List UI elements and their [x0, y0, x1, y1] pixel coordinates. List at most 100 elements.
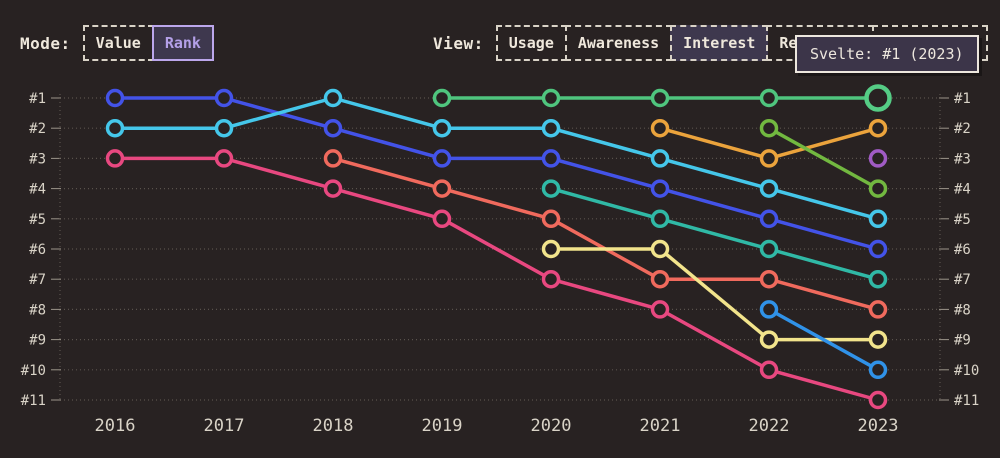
mode-label: Mode: [20, 33, 71, 53]
y-axis-label-left-2: #2 [29, 121, 46, 137]
data-point-Svelte-2020[interactable] [541, 88, 561, 108]
data-point-salmon-2018[interactable] [323, 149, 343, 168]
data-point-salmon-2021[interactable] [650, 269, 670, 289]
data-point-Svelte-2023-highlighted[interactable] [864, 84, 892, 112]
data-point-salmon-2019[interactable] [432, 179, 452, 198]
x-axis-label-2021: 2021 [640, 416, 681, 436]
y-axis-label-left-11: #11 [21, 393, 46, 409]
y-axis-label-right-11: #11 [954, 393, 979, 409]
y-axis-label-left-9: #9 [29, 333, 46, 349]
data-point-cyan-2016[interactable] [105, 118, 125, 138]
data-point-yellow-2020[interactable] [541, 239, 561, 259]
data-point-cyan-2022[interactable] [759, 179, 779, 198]
x-axis-label-2016: 2016 [95, 416, 136, 436]
series-line-cyan [113, 96, 880, 221]
series-line-pink [113, 156, 880, 402]
y-axis-label-left-4: #4 [29, 182, 46, 198]
x-axis-label-2023: 2023 [858, 416, 899, 436]
data-point-Svelte-2021[interactable] [650, 88, 670, 108]
data-point-blue-2023[interactable] [868, 239, 888, 259]
data-point-pink-2018[interactable] [323, 179, 343, 198]
y-axis-label-right-8: #8 [954, 302, 971, 318]
data-point-teal-2021[interactable] [650, 209, 670, 229]
y-axis-label-right-4: #4 [954, 182, 971, 198]
data-point-Svelte-2019[interactable] [432, 88, 452, 108]
y-axis-label-left-3: #3 [29, 151, 46, 167]
x-axis-label-2020: 2020 [531, 416, 572, 436]
tooltip-text: Svelte: #1 (2023) [810, 45, 964, 63]
y-axis-label-left-5: #5 [29, 212, 46, 228]
y-axis-label-right-6: #6 [954, 242, 971, 258]
series-line-salmon [331, 156, 880, 312]
data-point-lime-2023[interactable] [868, 179, 888, 198]
series-line-teal [549, 186, 880, 281]
data-point-teal-2022[interactable] [759, 239, 779, 259]
data-point-blue-2022[interactable] [759, 209, 779, 229]
data-point-blue-2017[interactable] [214, 88, 234, 108]
data-point-cyan-2018[interactable] [323, 88, 343, 108]
data-point-pink-2023[interactable] [868, 390, 888, 410]
x-axis-label-2018: 2018 [313, 416, 354, 436]
view-option-awareness[interactable]: Awareness [564, 25, 673, 61]
data-point-pink-2017[interactable] [214, 149, 234, 168]
y-axis-label-right-9: #9 [954, 333, 971, 349]
data-point-cyan-2023[interactable] [868, 209, 888, 229]
data-point-pink-2020[interactable] [541, 269, 561, 289]
mode-option-rank[interactable]: Rank [151, 25, 214, 61]
data-point-pink-2022[interactable] [759, 360, 779, 380]
data-point-pink-2016[interactable] [105, 149, 125, 168]
data-point-blue-2018[interactable] [323, 118, 343, 138]
y-axis-label-left-8: #8 [29, 302, 46, 318]
data-point-blue-2021[interactable] [650, 179, 670, 198]
data-point-blue-2019[interactable] [432, 149, 452, 168]
y-axis-label-right-7: #7 [954, 272, 971, 288]
data-point-blue-2016[interactable] [105, 88, 125, 108]
data-point-cyan-2019[interactable] [432, 118, 452, 138]
data-point-blue-2020[interactable] [541, 149, 561, 168]
mode-option-value[interactable]: Value [82, 25, 154, 61]
data-point-salmon-2020[interactable] [541, 209, 561, 229]
data-point-pink-2019[interactable] [432, 209, 452, 229]
data-point-cyan-2021[interactable] [650, 149, 670, 168]
y-axis-label-left-6: #6 [29, 242, 46, 258]
mode-toggle-group: Mode: Value Rank [20, 25, 214, 61]
view-label: View: [433, 33, 484, 53]
data-point-purple-2023[interactable] [868, 149, 888, 168]
y-axis-label-left-7: #7 [29, 272, 46, 288]
y-axis-label-left-10: #10 [21, 363, 46, 379]
view-option-interest[interactable]: Interest [670, 25, 769, 61]
data-point-orange-2023[interactable] [868, 118, 888, 138]
mode-buttons: Value Rank [82, 25, 214, 61]
x-axis-label-2022: 2022 [749, 416, 790, 436]
data-point-pink-2021[interactable] [650, 300, 670, 319]
data-point-yellow-2023[interactable] [868, 330, 888, 349]
y-axis-label-right-3: #3 [954, 151, 971, 167]
y-axis-label-right-5: #5 [954, 212, 971, 228]
series-line-blue [113, 96, 880, 251]
data-point-yellow-2021[interactable] [650, 239, 670, 259]
data-point-orange-2021[interactable] [650, 118, 670, 138]
data-point-orange-2022[interactable] [759, 149, 779, 168]
data-point-dodger-blue-2022[interactable] [759, 300, 779, 319]
y-axis-label-left-1: #1 [29, 91, 46, 107]
view-option-usage[interactable]: Usage [495, 25, 567, 61]
data-point-salmon-2023[interactable] [868, 300, 888, 319]
data-point-cyan-2020[interactable] [541, 118, 561, 138]
series-line-dodger-blue [767, 307, 880, 372]
data-point-lime-2022[interactable] [759, 118, 779, 138]
y-axis-label-right-2: #2 [954, 121, 971, 137]
x-axis-label-2019: 2019 [422, 416, 463, 436]
y-axis-label-right-1: #1 [954, 91, 971, 107]
series-line-lime [767, 126, 880, 191]
data-point-cyan-2017[interactable] [214, 118, 234, 138]
data-point-Svelte-2022[interactable] [759, 88, 779, 108]
chart-tooltip: Svelte: #1 (2023) [795, 35, 979, 73]
data-point-salmon-2022[interactable] [759, 269, 779, 289]
x-axis-label-2017: 2017 [204, 416, 245, 436]
data-point-dodger-blue-2023[interactable] [868, 360, 888, 380]
data-point-teal-2020[interactable] [541, 179, 561, 198]
data-point-yellow-2022[interactable] [759, 330, 779, 349]
data-point-teal-2023[interactable] [868, 269, 888, 289]
